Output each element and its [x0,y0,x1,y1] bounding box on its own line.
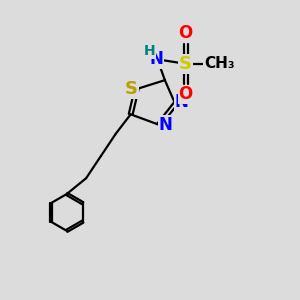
Text: O: O [178,85,193,103]
Text: S: S [179,55,192,73]
Text: N: N [149,50,163,68]
Text: N: N [158,116,172,134]
Text: S: S [125,80,138,98]
Text: H: H [143,44,155,58]
Text: N: N [175,93,189,111]
Text: CH₃: CH₃ [204,56,235,71]
Text: O: O [178,24,193,42]
